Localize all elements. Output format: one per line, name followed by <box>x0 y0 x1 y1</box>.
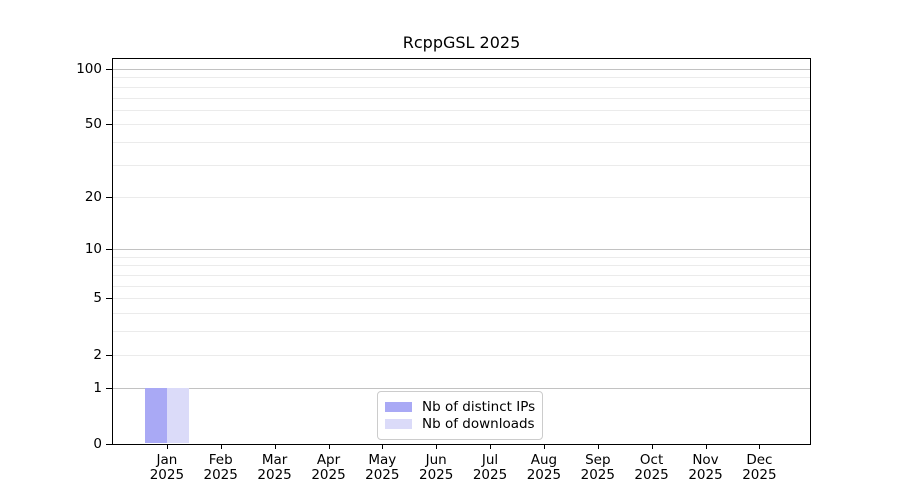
x-tick-year-jun: 2025 <box>419 467 454 483</box>
x-tick-year-jan: 2025 <box>149 467 185 483</box>
y-tick-label-100: 100 <box>76 60 102 77</box>
x-tick-year-may: 2025 <box>365 467 400 483</box>
legend: Nb of distinct IPs Nb of downloads <box>377 391 543 440</box>
y-tick-mark-100 <box>106 68 113 70</box>
legend-swatch-nb-of-downloads <box>385 419 412 429</box>
y-tick-label-1: 1 <box>93 379 102 396</box>
x-tick-label-jun: Jun 2025 <box>404 453 468 483</box>
x-tick-year-nov: 2025 <box>688 467 723 483</box>
x-tick-month-dec: Dec <box>746 452 773 468</box>
y-tick-mark-1 <box>106 387 113 389</box>
x-tick-mark-aug <box>543 445 545 449</box>
x-tick-month-oct: Oct <box>639 452 664 468</box>
x-tick-label-sep: Sep 2025 <box>566 453 630 483</box>
x-tick-year-oct: 2025 <box>634 467 669 483</box>
x-tick-mark-sep <box>597 445 599 449</box>
x-tick-month-may: May <box>368 452 397 468</box>
legend-label-nb-of-distinct-ips: Nb of distinct IPs <box>422 399 536 415</box>
gridline-minor-9 <box>113 256 810 258</box>
gridline-minor-3 <box>113 331 810 333</box>
legend-item-nb-of-distinct-ips: Nb of distinct IPs <box>385 399 536 415</box>
x-tick-year-mar: 2025 <box>257 467 292 483</box>
x-tick-year-sep: 2025 <box>580 467 615 483</box>
x-tick-mark-may <box>382 445 384 449</box>
y-tick-label-10: 10 <box>84 241 102 258</box>
x-tick-month-sep: Sep <box>585 452 611 468</box>
x-tick-month-apr: Apr <box>316 452 341 468</box>
x-tick-label-nov: Nov 2025 <box>674 453 738 483</box>
y-tick-mark-2 <box>106 354 113 356</box>
gridline-minor-30 <box>113 164 810 166</box>
x-tick-label-mar: Mar 2025 <box>243 453 307 483</box>
x-tick-month-mar: Mar <box>261 452 288 468</box>
y-tick-label-2: 2 <box>93 346 102 363</box>
gridline-minor-90 <box>113 77 810 79</box>
x-tick-mark-mar <box>274 445 276 449</box>
gridline-major-100 <box>113 68 810 70</box>
gridline-minor-7 <box>113 275 810 276</box>
gridline-minor-70 <box>113 97 810 99</box>
gridline-minor-20 <box>113 196 810 198</box>
x-tick-month-nov: Nov <box>692 452 719 468</box>
x-tick-label-oct: Oct 2025 <box>620 453 684 483</box>
x-tick-label-jul: Jul 2025 <box>458 453 522 483</box>
x-tick-label-apr: Apr 2025 <box>297 453 361 483</box>
bar-nb-of-downloads-jan <box>166 387 189 443</box>
legend-swatch-nb-of-distinct-ips <box>385 402 412 412</box>
x-tick-year-aug: 2025 <box>526 467 562 483</box>
x-tick-mark-jun <box>436 445 438 449</box>
x-tick-mark-jan <box>166 445 168 449</box>
legend-item-nb-of-downloads: Nb of downloads <box>385 416 535 432</box>
chart-title: RcppGSL 2025 <box>402 33 521 52</box>
x-tick-month-jul: Jul <box>481 452 499 468</box>
gridline-minor-80 <box>113 86 810 88</box>
x-tick-mark-feb <box>220 445 222 449</box>
y-tick-label-0: 0 <box>93 436 102 452</box>
x-tick-mark-apr <box>328 445 330 449</box>
gridline-major-1 <box>113 387 810 389</box>
gridline-minor-4 <box>113 313 810 315</box>
legend-label-nb-of-downloads: Nb of downloads <box>422 416 535 432</box>
x-tick-month-feb: Feb <box>208 452 233 468</box>
y-tick-mark-10 <box>106 249 113 251</box>
x-tick-month-jun: Jun <box>425 452 447 468</box>
x-tick-month-jan: Jan <box>156 452 178 468</box>
x-tick-mark-oct <box>651 445 653 449</box>
x-tick-label-jan: Jan 2025 <box>135 453 199 483</box>
bar-nb-of-distinct-ips-jan <box>144 387 167 443</box>
x-tick-mark-nov <box>705 445 707 449</box>
gridline-minor-50 <box>113 124 810 126</box>
gridline-minor-5 <box>113 298 810 300</box>
gridline-minor-2 <box>113 354 810 356</box>
y-tick-mark-20 <box>106 196 113 198</box>
gridline-minor-6 <box>113 285 810 287</box>
x-tick-year-dec: 2025 <box>742 467 777 483</box>
y-tick-mark-5 <box>106 298 113 300</box>
x-tick-mark-dec <box>759 445 761 449</box>
plot-area <box>112 58 811 445</box>
x-tick-label-may: May 2025 <box>350 453 414 483</box>
x-tick-label-aug: Aug 2025 <box>512 453 576 483</box>
x-tick-month-aug: Aug <box>530 452 558 468</box>
y-tick-label-5: 5 <box>93 290 102 307</box>
gridline-minor-60 <box>113 109 810 111</box>
y-tick-mark-0 <box>106 444 113 445</box>
gridline-major-10 <box>113 249 810 251</box>
x-tick-year-apr: 2025 <box>311 467 346 483</box>
x-tick-mark-jul <box>490 445 491 449</box>
y-tick-mark-50 <box>106 124 113 126</box>
y-tick-label-20: 20 <box>84 188 102 205</box>
x-tick-year-jul: 2025 <box>472 467 508 483</box>
gridline-minor-40 <box>113 142 810 144</box>
x-tick-year-feb: 2025 <box>203 467 238 483</box>
y-tick-label-50: 50 <box>84 116 102 133</box>
x-tick-label-feb: Feb 2025 <box>189 453 253 483</box>
gridline-minor-8 <box>113 265 810 267</box>
x-tick-label-dec: Dec 2025 <box>727 453 791 483</box>
